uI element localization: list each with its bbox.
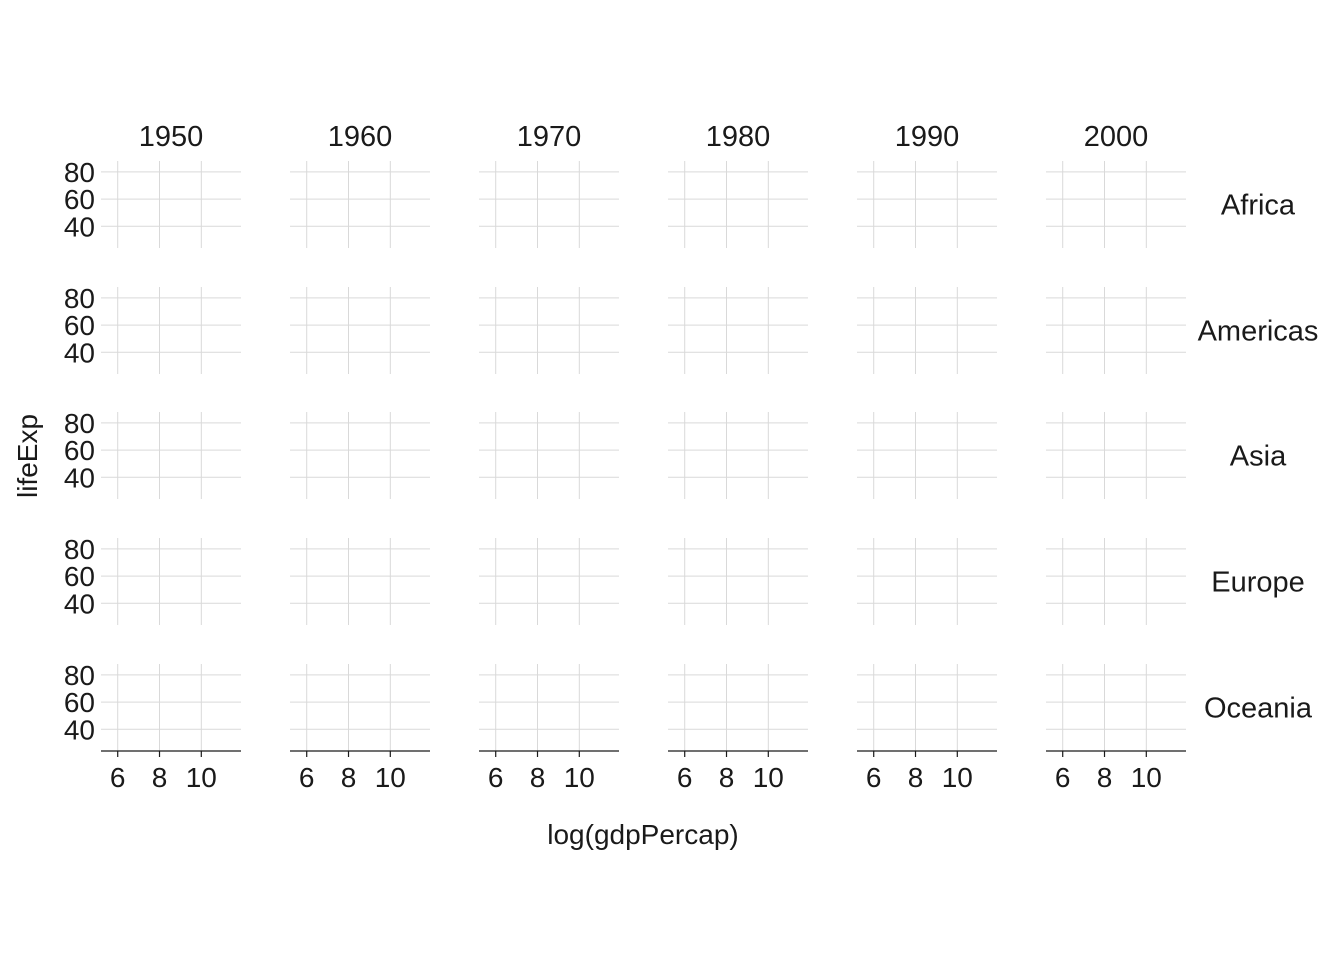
y-tick-label: 80 — [64, 660, 95, 691]
panel-europe-2000 — [1046, 538, 1186, 625]
panel-europe-1970 — [479, 538, 619, 625]
panel-asia-1960 — [290, 412, 430, 499]
panel-africa-1990 — [857, 161, 997, 248]
y-tick-label: 60 — [64, 435, 95, 466]
x-tick-label: 6 — [299, 762, 315, 793]
panel-oceania-2000 — [1046, 664, 1186, 751]
x-axis-2000: 6 8 10 — [1046, 750, 1186, 793]
row-strip-americas: Americas — [1198, 316, 1319, 348]
panel-oceania-1970 — [479, 664, 619, 751]
panel-americas-1980 — [668, 287, 808, 374]
y-tick-label: 40 — [64, 337, 95, 368]
panel-asia-1950 — [101, 412, 241, 499]
y-tick-label: 80 — [64, 283, 95, 314]
x-tick-label: 8 — [719, 762, 735, 793]
x-tick-label: 8 — [530, 762, 546, 793]
y-tick-label: 60 — [64, 310, 95, 341]
col-strip-2000: 2000 — [1084, 121, 1149, 153]
x-tick-label: 8 — [1097, 762, 1113, 793]
panel-americas-1990 — [857, 287, 997, 374]
col-strip-1960: 1960 — [328, 121, 393, 153]
row-strip-asia: Asia — [1230, 441, 1287, 473]
x-tick-label: 6 — [1055, 762, 1071, 793]
panel-africa-1980 — [668, 161, 808, 248]
x-tick-label: 10 — [564, 762, 595, 793]
x-axes: 6 8 10 6 8 10 6 8 10 6 8 10 6 8 10 6 8 10 — [101, 750, 1186, 793]
panel-asia-1980 — [668, 412, 808, 499]
panel-americas-1950 — [101, 287, 241, 374]
panel-africa-1950 — [101, 161, 241, 248]
y-tick-label: 60 — [64, 184, 95, 215]
x-axis-1950: 6 8 10 — [101, 750, 241, 793]
x-axis-1960: 6 8 10 — [290, 750, 430, 793]
x-tick-label: 6 — [677, 762, 693, 793]
panel-grid — [101, 161, 1186, 751]
col-strip-1950: 1950 — [139, 121, 204, 153]
x-tick-label: 10 — [186, 762, 217, 793]
y-tick-label: 80 — [64, 157, 95, 188]
panel-europe-1950 — [101, 538, 241, 625]
y-axis-title: lifeExp — [12, 414, 43, 498]
x-axis-1970: 6 8 10 — [479, 750, 619, 793]
panel-africa-1970 — [479, 161, 619, 248]
panel-africa-2000 — [1046, 161, 1186, 248]
x-tick-label: 10 — [1131, 762, 1162, 793]
col-strip-1980: 1980 — [706, 121, 771, 153]
panel-oceania-1950 — [101, 664, 241, 751]
panel-americas-1960 — [290, 287, 430, 374]
panel-asia-2000 — [1046, 412, 1186, 499]
y-tick-label: 60 — [64, 687, 95, 718]
x-tick-label: 10 — [753, 762, 784, 793]
row-strip-africa: Africa — [1221, 190, 1296, 222]
panel-americas-1970 — [479, 287, 619, 374]
panel-oceania-1980 — [668, 664, 808, 751]
y-tick-label: 60 — [64, 561, 95, 592]
col-strip-1970: 1970 — [517, 121, 582, 153]
panel-americas-2000 — [1046, 287, 1186, 374]
x-tick-label: 6 — [110, 762, 126, 793]
panel-oceania-1990 — [857, 664, 997, 751]
x-axis-title: log(gdpPercap) — [547, 819, 738, 850]
panel-europe-1980 — [668, 538, 808, 625]
row-strip-oceania: Oceania — [1204, 693, 1313, 725]
panel-asia-1990 — [857, 412, 997, 499]
panel-oceania-1960 — [290, 664, 430, 751]
x-tick-label: 6 — [488, 762, 504, 793]
y-tick-label: 40 — [64, 588, 95, 619]
x-tick-label: 8 — [908, 762, 924, 793]
x-tick-label: 6 — [866, 762, 882, 793]
panel-africa-1960 — [290, 161, 430, 248]
y-tick-label: 40 — [64, 211, 95, 242]
panel-europe-1960 — [290, 538, 430, 625]
row-strip-europe: Europe — [1211, 567, 1305, 599]
x-tick-label: 8 — [341, 762, 357, 793]
row-strip-labels: Africa Americas Asia Europe Oceania — [1198, 190, 1319, 725]
column-strip-labels: 1950 1960 1970 1980 1990 2000 — [139, 121, 1149, 153]
x-tick-label: 10 — [942, 762, 973, 793]
panel-europe-1990 — [857, 538, 997, 625]
x-axis-1990: 6 8 10 — [857, 750, 997, 793]
y-tick-label: 80 — [64, 408, 95, 439]
col-strip-1990: 1990 — [895, 121, 960, 153]
x-tick-label: 8 — [152, 762, 168, 793]
y-tick-label: 40 — [64, 714, 95, 745]
x-tick-label: 10 — [375, 762, 406, 793]
panel-asia-1970 — [479, 412, 619, 499]
y-tick-label: 40 — [64, 462, 95, 493]
y-tick-label: 80 — [64, 534, 95, 565]
x-axis-1980: 6 8 10 — [668, 750, 808, 793]
